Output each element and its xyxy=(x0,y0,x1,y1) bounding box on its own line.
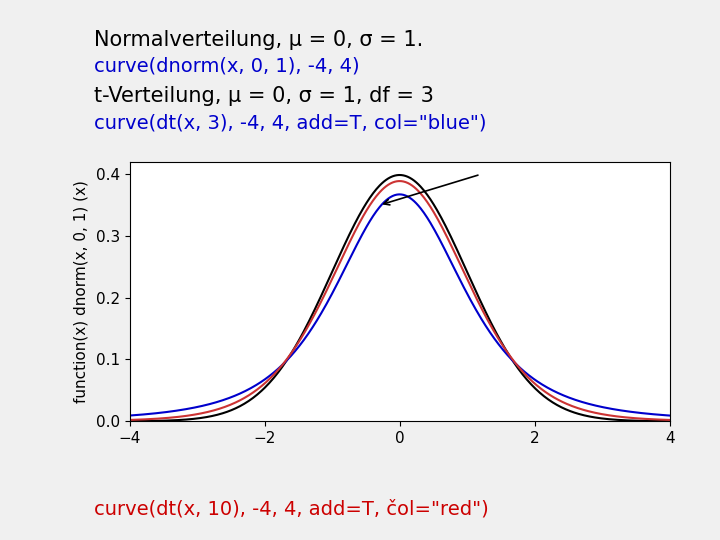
Y-axis label: function(x) dnorm(x, 0, 1) (x): function(x) dnorm(x, 0, 1) (x) xyxy=(73,180,89,403)
Text: Normalverteilung, μ = 0, σ = 1.: Normalverteilung, μ = 0, σ = 1. xyxy=(94,30,423,50)
Text: curve(dt(x, 3), -4, 4, add=T, col="blue"): curve(dt(x, 3), -4, 4, add=T, col="blue"… xyxy=(94,113,486,132)
Text: t-Verteilung, μ = 0, σ = 1, df = 3: t-Verteilung, μ = 0, σ = 1, df = 3 xyxy=(94,86,433,106)
Text: curve(dt(x, 10), -4, 4, add=T, čol="red"): curve(dt(x, 10), -4, 4, add=T, čol="red"… xyxy=(94,500,488,518)
Text: curve(dnorm(x, 0, 1), -4, 4): curve(dnorm(x, 0, 1), -4, 4) xyxy=(94,57,359,76)
